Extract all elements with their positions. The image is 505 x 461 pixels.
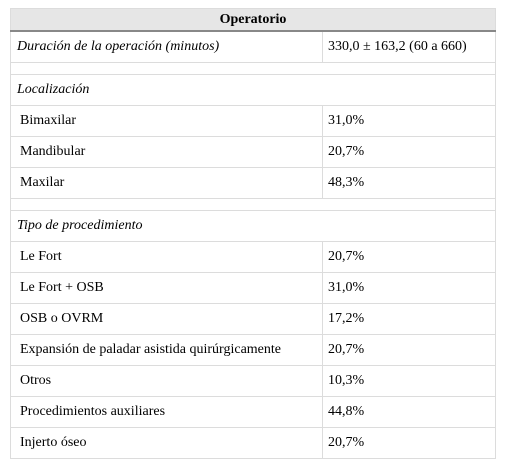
- group-title: Localización: [10, 74, 496, 106]
- cell: [10, 62, 496, 75]
- cell: 20,7%: [322, 136, 496, 168]
- row: Bimaxilar 31,0%: [10, 105, 496, 137]
- row: Mandibular 20,7%: [10, 136, 496, 168]
- cell: 48,3%: [322, 167, 496, 199]
- cell: Procedimientos auxiliares: [10, 396, 323, 428]
- cell: Mandibular: [10, 136, 323, 168]
- row: Le Fort + OSB 31,0%: [10, 272, 496, 304]
- cell: 20,7%: [322, 241, 496, 273]
- cell: Expansión de paladar asistida quirúrgica…: [10, 334, 323, 366]
- row: Otros 10,3%: [10, 365, 496, 397]
- row: OSB o OVRM 17,2%: [10, 303, 496, 335]
- row: Procedimientos auxiliares 44,8%: [10, 396, 496, 428]
- cell: 31,0%: [322, 272, 496, 304]
- group-title: Tipo de procedimiento: [10, 210, 496, 242]
- cell: OSB o OVRM: [10, 303, 323, 335]
- cell: [10, 198, 496, 211]
- cell: Duración de la operación (minutos): [10, 30, 323, 63]
- group-row: Tipo de procedimiento: [10, 210, 496, 242]
- cell: 10,3%: [322, 365, 496, 397]
- cell: 330,0 ± 163,2 (60 a 660): [322, 30, 496, 63]
- cell: 20,7%: [322, 334, 496, 366]
- header-row: Operatorio: [10, 8, 496, 32]
- spacer-row: [10, 62, 496, 75]
- group-row: Localización: [10, 74, 496, 106]
- cell: Otros: [10, 365, 323, 397]
- table-body: Duración de la operación (minutos) 330,0…: [10, 30, 496, 459]
- spacer-row: [10, 198, 496, 211]
- row: Injerto óseo 20,7%: [10, 427, 496, 459]
- cell: Maxilar: [10, 167, 323, 199]
- cell: 44,8%: [322, 396, 496, 428]
- cell: Le Fort: [10, 241, 323, 273]
- row: Expansión de paladar asistida quirúrgica…: [10, 334, 496, 366]
- row: Maxilar 48,3%: [10, 167, 496, 199]
- row: Duración de la operación (minutos) 330,0…: [10, 30, 496, 63]
- data-table: Operatorio Duración de la operación (min…: [10, 8, 496, 459]
- cell: 17,2%: [322, 303, 496, 335]
- cell: 31,0%: [322, 105, 496, 137]
- cell: Injerto óseo: [10, 427, 323, 459]
- table-title: Operatorio: [10, 8, 496, 32]
- cell: Bimaxilar: [10, 105, 323, 137]
- cell: Le Fort + OSB: [10, 272, 323, 304]
- cell: 20,7%: [322, 427, 496, 459]
- row: Le Fort 20,7%: [10, 241, 496, 273]
